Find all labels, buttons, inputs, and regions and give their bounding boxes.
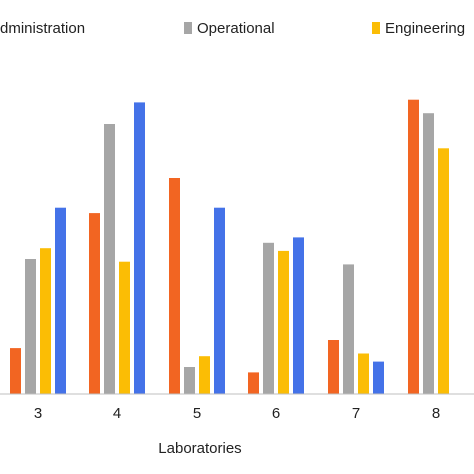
x-tick-label-7: 7 [352, 405, 360, 422]
bar-lab-7-series-0 [328, 340, 339, 394]
x-tick-label-5: 5 [193, 405, 201, 422]
bar-lab-5-series-3 [214, 207, 225, 394]
bar-lab-6-series-2 [278, 250, 289, 394]
bar-lab-8-series-2 [438, 148, 449, 394]
bar-lab-7-series-3 [373, 361, 384, 394]
x-tick-labels: 3 4 5 6 7 8 [34, 405, 440, 422]
legend-label-engineering: Engineering [385, 20, 465, 37]
bar-lab-7-series-1 [343, 264, 354, 394]
bar-lab-5-series-1 [184, 367, 195, 394]
bar-lab-4-series-2 [119, 261, 130, 394]
bar-lab-5-series-2 [199, 356, 210, 394]
legend: Administration Operational Engineering [0, 20, 465, 37]
x-tick-label-3: 3 [34, 405, 42, 422]
bar-lab-8-series-0 [408, 99, 419, 394]
bar-lab-4-series-3 [134, 102, 145, 395]
x-tick-label-8: 8 [432, 405, 440, 422]
bar-lab-8-series-1 [423, 113, 434, 394]
bar-lab-4-series-1 [104, 124, 115, 394]
bar-lab-6-series-3 [293, 237, 304, 394]
bar-lab-6-series-1 [263, 242, 274, 394]
bar-lab-3-series-2 [40, 248, 51, 394]
bar-lab-4-series-0 [89, 213, 100, 394]
x-tick-label-6: 6 [272, 405, 280, 422]
bar-lab-3-series-0 [10, 348, 21, 394]
legend-swatch-engineering [372, 22, 380, 34]
x-tick-label-4: 4 [113, 405, 121, 422]
bar-lab-3-series-1 [25, 259, 36, 394]
bars [10, 99, 449, 395]
bar-lab-3-series-3 [55, 207, 66, 394]
legend-label-administration: Administration [0, 20, 85, 37]
x-axis-title: Laboratories [158, 440, 241, 457]
bar-lab-5-series-0 [169, 178, 180, 394]
legend-label-operational: Operational [197, 20, 275, 37]
legend-swatch-operational [184, 22, 192, 34]
bar-lab-6-series-0 [248, 372, 259, 394]
bar-lab-7-series-2 [358, 353, 369, 394]
